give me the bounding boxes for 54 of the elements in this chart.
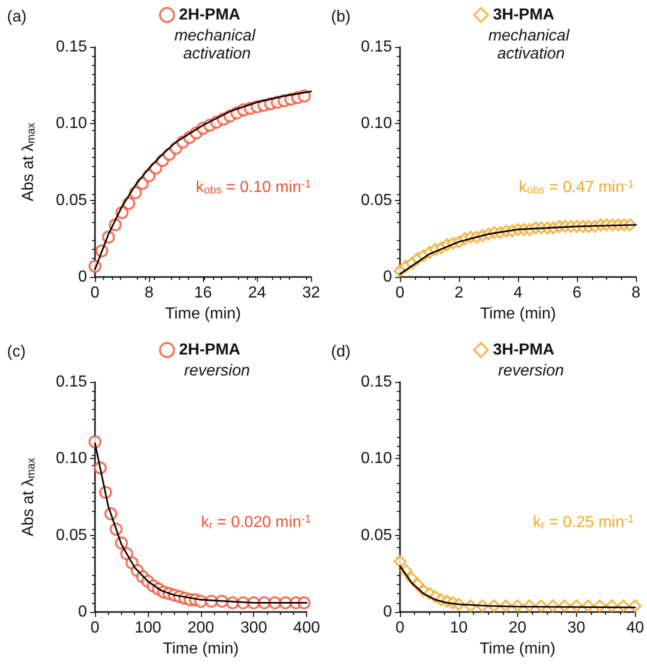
y-tick-label: 0 [383, 268, 392, 286]
x-tick-label: 8 [144, 284, 154, 302]
y-tick-label: 0.10 [360, 450, 392, 468]
legend-label: 2H-PMA [179, 6, 241, 24]
x-tick-label: 400 [293, 620, 320, 636]
y-tick-label: 0.05 [56, 192, 88, 209]
x-tick-label: 4 [514, 284, 523, 302]
x-tick-label: 10 [450, 620, 468, 636]
x-tick-label: 30 [567, 620, 586, 636]
x-tick-label: 16 [194, 284, 212, 302]
legend-label: 2H-PMA [179, 342, 241, 358]
x-tick-label: 0 [90, 620, 100, 636]
chart-subtitle: reversion [498, 362, 564, 380]
chart-title: (a) [7, 8, 27, 26]
chart-title: (c) [7, 344, 26, 360]
y-axis-title: Abs at λmax [20, 122, 38, 202]
chart-subtitle: reversion [184, 362, 250, 380]
x-axis-title: Time (min) [480, 640, 556, 658]
x-tick-label: 0 [90, 284, 100, 302]
legend-label: 3H-PMA [493, 342, 555, 358]
x-tick-label: 0 [396, 620, 405, 636]
y-tick-label: 0.10 [56, 115, 88, 132]
x-tick-label: 0 [396, 284, 405, 302]
x-axis-title: Time (min) [480, 305, 556, 322]
y-tick-label: 0.05 [360, 192, 392, 209]
x-axis-title: Time (min) [165, 305, 241, 322]
y-tick-label: 0.15 [360, 374, 392, 390]
x-tick-label: 2 [454, 284, 464, 302]
y-axis-title: Abs at λmax [20, 457, 38, 536]
x-tick-label: 20 [508, 620, 527, 636]
chart-subtitle: mechanical activation [488, 28, 574, 62]
chart-title: (b) [331, 8, 351, 26]
x-tick-label: 6 [572, 284, 582, 302]
y-tick-label: 0.15 [56, 374, 88, 390]
y-tick-label: 0 [383, 604, 392, 620]
x-tick-label: 300 [240, 620, 268, 636]
y-tick-label: 0 [78, 268, 88, 286]
x-tick-label: 200 [187, 620, 214, 636]
y-tick-label: 0.10 [56, 450, 88, 468]
chart-subtitle: mechanical activation [174, 28, 260, 62]
y-tick-label: 0.15 [360, 38, 392, 56]
x-tick-label: 32 [302, 284, 320, 302]
chart-title: (d) [331, 344, 351, 360]
y-tick-label: 0.15 [56, 38, 88, 56]
y-tick-label: 0.10 [360, 115, 392, 132]
y-tick-label: 0.05 [360, 526, 392, 544]
x-tick-label: 40 [626, 620, 644, 636]
x-tick-label: 24 [248, 284, 266, 302]
x-axis-title: Time (min) [162, 640, 239, 658]
legend-label: 3H-PMA [493, 6, 555, 24]
y-tick-label: 0.05 [56, 526, 88, 544]
x-tick-label: 8 [632, 284, 641, 302]
x-tick-label: 100 [134, 620, 162, 636]
y-tick-label: 0 [78, 604, 88, 620]
